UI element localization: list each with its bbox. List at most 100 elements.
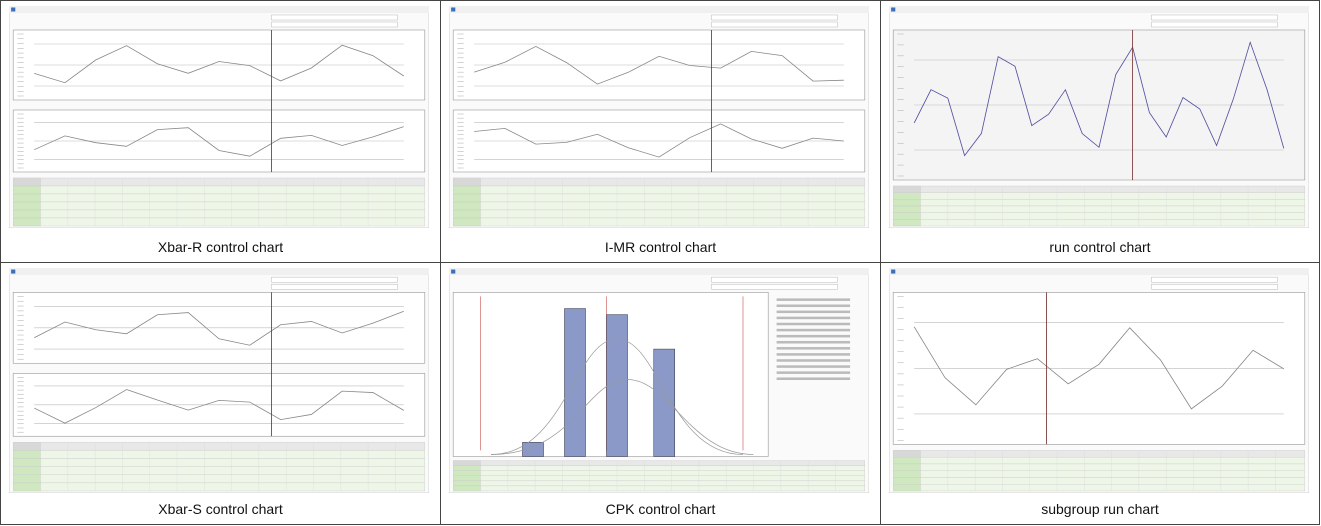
table-row bbox=[892, 463, 1306, 471]
row-header bbox=[892, 205, 921, 213]
table-row bbox=[452, 475, 866, 482]
trend-line bbox=[34, 44, 405, 84]
table-row bbox=[452, 465, 866, 471]
row-header bbox=[452, 470, 481, 476]
row-header bbox=[452, 475, 481, 482]
caption: Xbar-R control chart bbox=[157, 239, 284, 255]
table-row bbox=[892, 219, 1306, 227]
table-row bbox=[12, 482, 426, 492]
table-row bbox=[452, 460, 866, 466]
table-row bbox=[892, 477, 1306, 485]
title-bar bbox=[9, 268, 429, 276]
panel: CPK control chart bbox=[441, 263, 881, 524]
row-header bbox=[892, 219, 921, 227]
stats-line bbox=[776, 359, 851, 362]
row-header bbox=[452, 201, 481, 211]
trend-line bbox=[913, 326, 1285, 410]
row-header bbox=[892, 450, 921, 458]
stats-line bbox=[776, 310, 851, 314]
table-row bbox=[12, 201, 426, 211]
row-header bbox=[892, 456, 921, 465]
trend-line bbox=[34, 310, 404, 346]
table-row bbox=[892, 456, 1306, 465]
trend-line bbox=[34, 389, 405, 424]
title-bar bbox=[889, 268, 1309, 276]
table-row bbox=[12, 217, 426, 227]
row-header bbox=[452, 209, 481, 219]
row-header bbox=[452, 185, 481, 195]
table-row bbox=[892, 199, 1306, 207]
trend-line bbox=[474, 123, 844, 158]
stats-line bbox=[776, 328, 851, 332]
row-header bbox=[12, 474, 41, 484]
app-icon bbox=[451, 7, 456, 12]
toolbar bbox=[711, 284, 838, 290]
row-header bbox=[892, 199, 921, 207]
app-icon bbox=[891, 7, 896, 12]
title-bar bbox=[449, 268, 869, 276]
row-header bbox=[892, 185, 921, 193]
toolbar bbox=[271, 284, 398, 290]
row-header bbox=[452, 460, 481, 466]
hist-bar bbox=[522, 442, 544, 457]
app-icon bbox=[891, 269, 896, 274]
row-header bbox=[452, 480, 481, 487]
row-header bbox=[452, 193, 481, 203]
row-header bbox=[12, 450, 41, 459]
stats-line bbox=[776, 340, 851, 344]
row-header bbox=[12, 177, 41, 187]
caption: CPK control chart bbox=[605, 501, 716, 517]
table-row bbox=[452, 209, 866, 219]
panel: Xbar-R control chart bbox=[1, 1, 441, 263]
caption: I-MR control chart bbox=[604, 239, 717, 255]
row-header bbox=[12, 193, 41, 203]
table-row bbox=[12, 458, 426, 467]
row-header bbox=[12, 482, 41, 492]
stats-line bbox=[776, 322, 851, 326]
panel: run control chart bbox=[881, 1, 1319, 263]
row-header bbox=[892, 212, 921, 220]
stats-line bbox=[776, 334, 851, 338]
table-row bbox=[12, 209, 426, 219]
toolbar bbox=[711, 14, 838, 21]
table-row bbox=[452, 485, 866, 492]
row-header bbox=[12, 209, 41, 219]
trend-line bbox=[34, 126, 404, 157]
title-bar bbox=[889, 6, 1309, 13]
caption: Xbar-S control chart bbox=[158, 501, 283, 517]
normal-curve bbox=[490, 379, 754, 455]
toolbar bbox=[1151, 21, 1278, 28]
row-header bbox=[452, 217, 481, 227]
table-row bbox=[12, 474, 426, 484]
row-header bbox=[12, 217, 41, 227]
table-row bbox=[12, 450, 426, 459]
app-icon bbox=[451, 269, 456, 274]
screenshot bbox=[449, 268, 869, 493]
normal-curve bbox=[490, 338, 744, 455]
panel: Xbar-S control chart bbox=[1, 263, 441, 524]
panel: I-MR control chart bbox=[441, 1, 881, 263]
hist-bar bbox=[564, 308, 586, 457]
screenshot bbox=[889, 268, 1309, 493]
row-header bbox=[892, 463, 921, 471]
hist-bar bbox=[653, 348, 676, 457]
table-row bbox=[12, 185, 426, 195]
app-icon bbox=[11, 269, 16, 274]
row-header bbox=[892, 484, 921, 492]
caption: run control chart bbox=[1049, 239, 1151, 255]
row-header bbox=[892, 477, 921, 485]
stats-line bbox=[776, 371, 851, 374]
table-row bbox=[452, 217, 866, 227]
table-row bbox=[452, 177, 866, 187]
screenshot bbox=[449, 6, 869, 228]
table-row bbox=[452, 193, 866, 203]
table-row bbox=[452, 185, 866, 195]
toolbar bbox=[1151, 284, 1278, 290]
stats-line bbox=[776, 365, 851, 368]
table-row bbox=[892, 205, 1306, 213]
table-row bbox=[452, 470, 866, 476]
table-row bbox=[892, 212, 1306, 220]
toolbar bbox=[271, 276, 398, 283]
toolbar bbox=[1151, 276, 1278, 283]
